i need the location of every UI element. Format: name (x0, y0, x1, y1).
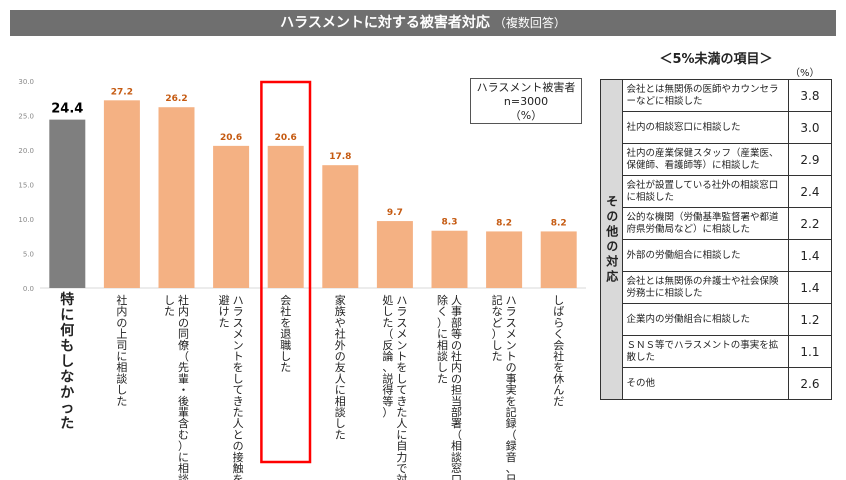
side-table-item-value: 2.4 (787, 175, 833, 208)
x-category-label: 社内の同僚（先輩・後輩含む）に相談 (178, 293, 189, 480)
x-category-label: ハラスメントの事実を記録（録音、日 (506, 294, 517, 480)
side-table-category-label: その他の対応 (599, 79, 624, 400)
x-category-label: 人事部等の社内の担当部署（相談窓口 (451, 294, 462, 480)
side-table-row: 社内の相談窓口に相談した 3.0 (601, 111, 833, 144)
x-category-label: 家族や社外の友人に相談した (335, 293, 346, 441)
side-table-item-label: 外部の労働組合に相談した (622, 239, 789, 272)
x-category-label: した (164, 294, 175, 318)
legend-line-2: n=3000 (503, 95, 549, 108)
bar-value-label: 8.2 (496, 218, 512, 228)
bar (158, 107, 195, 288)
chart-title-bar: ハラスメントに対する被害者対応 （複数回答） (10, 10, 836, 36)
bar-value-label: 17.8 (329, 152, 351, 162)
side-table-item-label: 公的な機関（労働基準監督署や都道府県労働局など）に相談した (622, 207, 789, 240)
x-category-label: 会社を退職した (280, 294, 291, 374)
y-tick-label: 0.0 (23, 285, 34, 293)
bar-chart: 0.0 5.0 10.0 15.0 20.0 25.0 30.0 24.4 特に何もしなかった 2… (18, 78, 586, 480)
bar (49, 119, 86, 288)
x-category-label: 社内の上司に相談した (116, 293, 127, 408)
side-table-item-label: 社内の産業保健スタッフ（産業医、保健師、看護師等）に相談した (622, 143, 789, 176)
x-category-label: 避けた (219, 293, 230, 329)
x-category-label: 処した（反論、説得等） (382, 294, 393, 419)
chart-title: ハラスメントに対する被害者対応 (280, 15, 490, 31)
legend-box: ハラスメント被害者 n=3000 （%） (470, 78, 582, 124)
side-table-item-value: 1.1 (787, 335, 833, 368)
side-table-item-label: 会社とは無関係の弁護士や社会保険労務士に相談した (622, 271, 789, 304)
bar (267, 145, 304, 288)
bar-value-label: 8.2 (551, 218, 567, 228)
bar-value-label: 24.4 (51, 102, 83, 117)
side-table: その他の対応 会社とは無関係の医師やカウンセラーなどに相談した 3.8 社内の相談窓口… (599, 79, 833, 400)
chart-subtitle: （複数回答） (493, 16, 566, 30)
side-table-item-value: 2.2 (787, 207, 833, 240)
side-table-item-value: 2.6 (787, 367, 833, 400)
bar-value-label: 9.7 (387, 208, 403, 218)
y-tick-label: 20.0 (18, 147, 34, 155)
side-table-item-value: 1.2 (787, 303, 833, 336)
bar-value-label: 20.6 (220, 133, 242, 143)
side-table-item-value: 1.4 (787, 239, 833, 272)
bar-value-label: 8.3 (442, 218, 458, 228)
side-table-row: 公的な機関（労働基準監督署や都道府県労働局など）に相談した 2.2 (601, 207, 833, 240)
x-category-label: 記など）した (492, 293, 503, 363)
legend-line-3: （%） (509, 109, 543, 122)
x-category-label: ハラスメントをしてきた人との接触を (233, 294, 244, 480)
x-category-label: しばらく会社を休んだ (553, 294, 564, 408)
legend-line-1: ハラスメント被害者 (476, 81, 576, 94)
side-table-row: その他 2.6 (601, 367, 833, 400)
side-table-row: 外部の労働組合に相談した 1.4 (601, 239, 833, 272)
bar-value-label: 20.6 (275, 133, 297, 143)
y-tick-label: 30.0 (18, 78, 34, 86)
y-tick-label: 5.0 (23, 251, 34, 259)
side-table-unit: （%） (790, 68, 820, 79)
side-table-item-label: 社内の相談窓口に相談した (622, 111, 789, 144)
side-table-row: 会社が設置している社外の相談窓口に相談した 2.4 (601, 175, 833, 208)
y-tick-label: 15.0 (18, 182, 34, 190)
side-table-item-value: 1.4 (787, 271, 833, 304)
highlight-frame (260, 80, 312, 464)
side-table-row: 会社とは無関係の弁護士や社会保険労務士に相談した 1.4 (601, 271, 833, 304)
side-table-item-value: 3.0 (787, 111, 833, 144)
side-table-item-value: 2.9 (787, 143, 833, 176)
bar (486, 231, 523, 288)
x-category-label: 除く）に相談した (437, 293, 448, 385)
side-table-item-label: ＳＮＳ等でハラスメントの事実を拡散した (622, 335, 789, 368)
y-tick-label: 10.0 (18, 216, 34, 224)
bar (213, 145, 250, 288)
side-table-title: ＜5%未満の項目＞ (659, 52, 773, 67)
side-table-row: 社内の産業保健スタッフ（産業医、保健師、看護師等）に相談した 2.9 (601, 143, 833, 176)
side-table-row: 企業内の労働組合に相談した 1.2 (601, 303, 833, 336)
bar (431, 230, 468, 288)
bar (540, 231, 577, 288)
bar-value-label: 26.2 (165, 94, 187, 104)
side-table-item-label: 会社が設置している社外の相談窓口に相談した (622, 175, 789, 208)
side-table-item-value: 3.8 (787, 79, 833, 112)
y-tick-label: 25.0 (18, 113, 34, 121)
bar (103, 100, 140, 288)
bar (376, 221, 413, 288)
x-category-label: ハラスメントをしてきた人に自力で対 (396, 294, 407, 480)
side-table-item-label: 会社とは無関係の医師やカウンセラーなどに相談した (622, 79, 789, 112)
side-table-item-label: 企業内の労働組合に相談した (622, 303, 789, 336)
side-table-item-label: その他 (622, 367, 789, 400)
side-table-row: その他の対応 会社とは無関係の医師やカウンセラーなどに相談した 3.8 (599, 79, 833, 400)
bar (322, 165, 359, 288)
bar-value-label: 27.2 (111, 87, 133, 97)
side-table-row: ＳＮＳ等でハラスメントの事実を拡散した 1.1 (601, 335, 833, 368)
x-category-label: 特に何もしなかった (60, 291, 74, 432)
